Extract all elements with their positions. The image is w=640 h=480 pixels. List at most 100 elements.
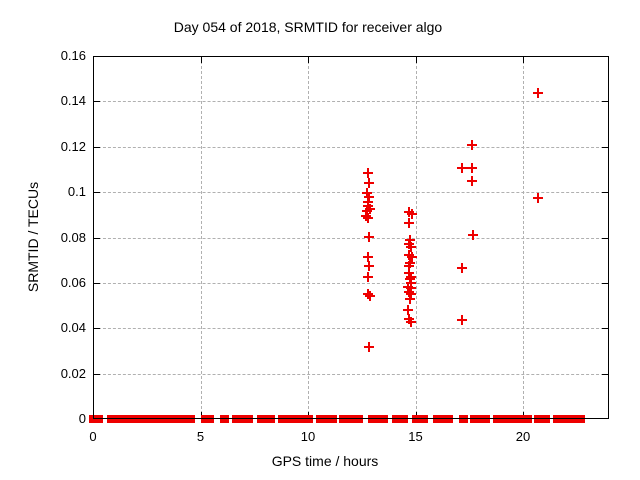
data-point xyxy=(404,239,415,250)
data-point xyxy=(404,274,415,285)
tick-mark-right xyxy=(602,282,608,284)
zero-band-segment xyxy=(339,415,363,423)
data-point xyxy=(467,176,478,186)
data-point xyxy=(362,200,373,211)
zero-band-segment xyxy=(553,415,586,423)
data-point xyxy=(364,232,375,243)
data-point xyxy=(402,305,413,316)
grid-line-horizontal xyxy=(93,237,609,239)
data-point xyxy=(362,271,373,282)
data-point xyxy=(404,249,415,260)
data-point xyxy=(364,178,375,189)
tick-mark-left xyxy=(94,237,100,239)
data-point xyxy=(467,163,478,174)
zero-band-segment xyxy=(492,415,532,423)
zero-band-segment xyxy=(88,415,103,423)
data-point xyxy=(364,261,375,272)
y-tick-label: 0.1 xyxy=(67,184,86,200)
x-tick-label: 15 xyxy=(408,429,423,444)
data-point xyxy=(405,288,416,299)
data-point xyxy=(533,193,544,204)
tick-mark-right xyxy=(602,237,608,239)
tick-mark-left xyxy=(94,101,100,103)
zero-band-segment xyxy=(476,415,490,423)
tick-mark-right xyxy=(602,146,608,148)
data-point xyxy=(364,342,375,353)
tick-mark-left xyxy=(94,373,100,375)
zero-band-segment xyxy=(432,415,454,423)
data-point xyxy=(407,252,418,262)
grid-line-horizontal xyxy=(93,192,609,194)
tick-mark-top xyxy=(308,57,309,63)
zero-band-segment xyxy=(106,415,196,423)
grid-line-horizontal xyxy=(93,328,609,330)
data-point xyxy=(456,315,467,326)
data-point xyxy=(467,139,478,150)
grid-line-vertical xyxy=(523,56,524,419)
chart-title: Day 054 of 2018, SRMTID for receiver alg… xyxy=(173,19,443,35)
x-tick-label: 0 xyxy=(89,429,97,444)
tick-mark-top xyxy=(415,57,417,63)
zero-band-segment xyxy=(277,415,314,423)
y-tick-label: 0.12 xyxy=(60,138,86,154)
zero-band-segment xyxy=(315,415,338,423)
grid-line-horizontal xyxy=(93,282,609,284)
zero-band-segment xyxy=(231,415,254,423)
x-tick-label: 5 xyxy=(196,429,205,444)
data-point xyxy=(533,87,544,98)
x-tick-label: 10 xyxy=(300,429,316,444)
zero-band-segment xyxy=(200,415,215,423)
grid-line-horizontal xyxy=(93,373,609,375)
data-point xyxy=(404,268,415,279)
data-point xyxy=(405,283,416,294)
grid-line-horizontal xyxy=(93,146,609,148)
zero-band-segment xyxy=(257,415,275,423)
tick-mark-top xyxy=(523,57,524,63)
zero-band-segment xyxy=(391,415,408,423)
x-axis-label: GPS time / hours xyxy=(271,453,379,469)
data-point xyxy=(362,252,373,262)
y-tick-label: 0 xyxy=(78,411,86,426)
tick-mark-right xyxy=(602,328,608,330)
data-point xyxy=(404,313,415,324)
grid-line-horizontal xyxy=(93,101,609,103)
tick-mark-top xyxy=(200,57,202,63)
data-point xyxy=(404,261,415,272)
y-tick-label: 0.06 xyxy=(60,274,86,290)
tick-mark-left xyxy=(94,146,100,148)
y-tick-label: 0.16 xyxy=(60,48,86,63)
y-tick-label: 0.08 xyxy=(60,229,86,245)
data-point xyxy=(364,192,375,203)
tick-mark-left xyxy=(94,192,100,194)
data-point xyxy=(405,242,416,253)
data-point xyxy=(456,163,467,174)
data-point xyxy=(467,230,478,240)
data-point xyxy=(402,281,413,292)
tick-mark-right xyxy=(602,101,608,103)
tick-mark-right xyxy=(602,192,608,194)
data-point xyxy=(364,203,375,214)
y-tick-label: 0.02 xyxy=(60,365,86,381)
data-point xyxy=(364,291,375,302)
data-point xyxy=(405,271,416,282)
y-tick-label: 0.04 xyxy=(60,320,86,336)
data-point xyxy=(362,212,373,223)
zero-band-segment xyxy=(368,415,388,423)
data-point xyxy=(362,168,373,179)
tick-mark-left xyxy=(94,328,100,330)
tick-mark-right xyxy=(602,373,608,375)
data-point xyxy=(456,262,467,273)
grid-line-vertical xyxy=(308,56,309,419)
tick-mark-left xyxy=(94,282,100,284)
zero-band-segment xyxy=(470,415,480,423)
y-tick-label: 0.14 xyxy=(60,93,86,109)
data-point xyxy=(361,188,372,199)
data-point xyxy=(361,210,372,221)
zero-band-segment xyxy=(412,415,429,423)
zero-band-segment xyxy=(458,415,468,423)
zero-band-segment xyxy=(533,415,550,423)
grid-line-vertical xyxy=(200,56,202,419)
data-point xyxy=(404,293,415,304)
data-point xyxy=(405,316,416,327)
data-point xyxy=(407,209,418,220)
